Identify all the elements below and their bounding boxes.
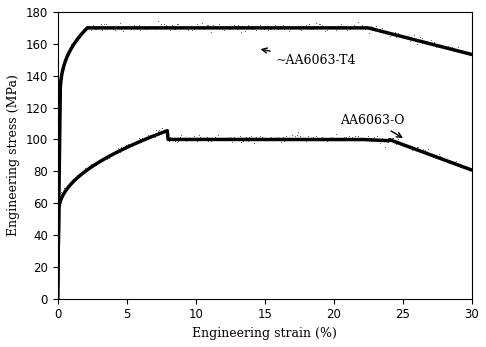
Y-axis label: Engineering stress (MPa): Engineering stress (MPa) [7, 74, 20, 236]
Text: AA6063-O: AA6063-O [341, 114, 405, 137]
X-axis label: Engineering strain (%): Engineering strain (%) [192, 327, 337, 340]
Text: ~AA6063-T4: ~AA6063-T4 [262, 48, 356, 67]
